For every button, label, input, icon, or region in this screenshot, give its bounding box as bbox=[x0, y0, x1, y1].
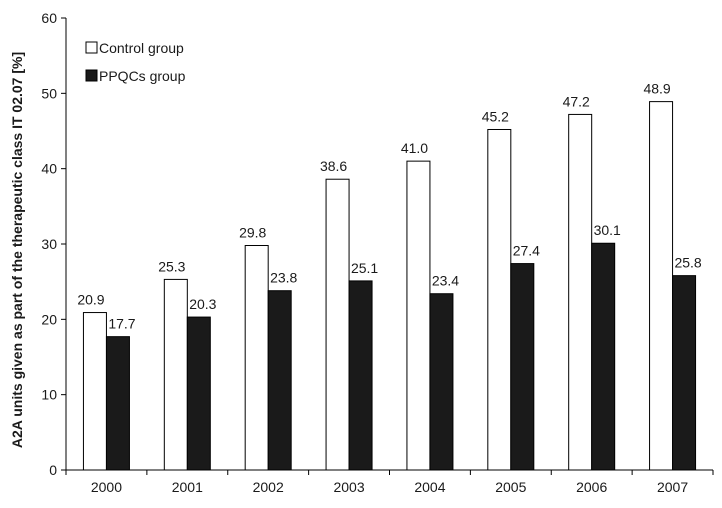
control-group-bar bbox=[487, 128, 512, 471]
y-tick-label: 60 bbox=[41, 10, 57, 26]
control-group-data-label: 48.9 bbox=[643, 81, 670, 97]
y-axis-title-group: A2A units given as part of the therapeut… bbox=[9, 52, 25, 448]
ppqcs-group-bar bbox=[105, 336, 130, 471]
x-tick-label: 2001 bbox=[172, 479, 203, 495]
ppqcs-group-data-label: 25.8 bbox=[674, 255, 701, 271]
control-group-data-label: 41.0 bbox=[401, 140, 428, 156]
control-group-bar bbox=[325, 178, 350, 471]
legend-swatch-control-group bbox=[85, 41, 98, 54]
control-group-data-label: 38.6 bbox=[320, 158, 347, 174]
ppqcs-group-data-label: 23.8 bbox=[270, 270, 297, 286]
x-tick-label: 2004 bbox=[414, 479, 445, 495]
ppqcs-group-data-label: 17.7 bbox=[108, 316, 135, 332]
x-tick-label: 2007 bbox=[657, 479, 688, 495]
ppqcs-group-bar bbox=[348, 280, 373, 471]
axes: 0 10 20 30 40 50 60 2000 2001 2002 2003 2004 2005 200… bbox=[41, 10, 714, 495]
control-group-bar bbox=[163, 278, 188, 471]
y-tick-label: 20 bbox=[41, 311, 57, 327]
ppqcs-group-bar bbox=[510, 263, 535, 471]
ppqcs-group-data-label: 20.3 bbox=[189, 296, 216, 312]
ppqcs-group-bar bbox=[672, 275, 697, 471]
x-tick-label: 2003 bbox=[333, 479, 364, 495]
y-tick-label: 40 bbox=[41, 161, 57, 177]
y-axis-title: A2A units given as part of the therapeut… bbox=[9, 52, 25, 448]
control-group-data-label: 45.2 bbox=[482, 108, 509, 124]
control-group-bar bbox=[82, 312, 107, 471]
control-group-bar bbox=[244, 245, 269, 471]
x-tick-label: 2002 bbox=[253, 479, 284, 495]
control-group-bar bbox=[649, 101, 674, 471]
y-tick-label: 30 bbox=[41, 236, 57, 252]
legend-swatch-ppqcs-group bbox=[85, 69, 98, 82]
control-group-data-label: 47.2 bbox=[563, 93, 590, 109]
legend-label-ppqcs-group: PPQCs group bbox=[99, 68, 186, 84]
x-tick-label: 2005 bbox=[495, 479, 526, 495]
y-tick-label: 50 bbox=[41, 85, 57, 101]
ppqcs-group-data-label: 30.1 bbox=[594, 222, 621, 238]
ppqcs-group-bar bbox=[267, 290, 292, 471]
control-group-data-label: 20.9 bbox=[77, 292, 104, 308]
bars: 20.9 25.3 29.8 38.6 41.0 45.2 47.2 48.9 17.7 20.3… bbox=[77, 81, 702, 471]
control-group-bar bbox=[406, 160, 431, 471]
x-tick-label: 2006 bbox=[576, 479, 607, 495]
control-group-bar bbox=[568, 113, 593, 471]
ppqcs-group-bar bbox=[429, 293, 454, 471]
y-tick-label: 10 bbox=[41, 387, 57, 403]
ppqcs-group-data-label: 23.4 bbox=[432, 273, 459, 289]
ppqcs-group-bar bbox=[186, 316, 211, 471]
ppqcs-group-bar bbox=[591, 242, 616, 471]
legend: Control group PPQCs group bbox=[85, 40, 186, 84]
ppqcs-group-data-label: 27.4 bbox=[513, 243, 540, 259]
y-tick-label: 0 bbox=[49, 462, 57, 478]
control-group-data-label: 29.8 bbox=[239, 225, 266, 241]
control-group-data-label: 25.3 bbox=[158, 258, 185, 274]
ppqcs-group-data-label: 25.1 bbox=[351, 260, 378, 276]
legend-label-control-group: Control group bbox=[99, 40, 184, 56]
x-tick-label: 2000 bbox=[91, 479, 122, 495]
